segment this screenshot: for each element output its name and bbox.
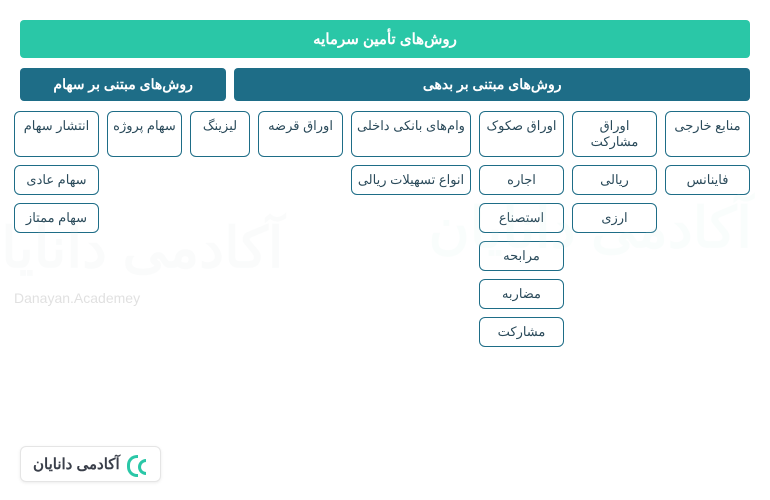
spacer	[258, 279, 343, 309]
leaf: مشارکت	[479, 317, 564, 347]
row-6: مشارکت	[20, 317, 750, 347]
spacer	[665, 279, 750, 309]
root-title: روش‌های تأمین سرمایه	[20, 20, 750, 58]
leaf: سهام عادی	[14, 165, 99, 195]
spacer	[572, 317, 657, 347]
leaf: انواع تسهیلات ریالی	[351, 165, 471, 195]
leaf: سهام پروژه	[107, 111, 182, 157]
spacer	[190, 165, 250, 195]
spacer	[14, 317, 99, 347]
leaf: استصناع	[479, 203, 564, 233]
row-4: مرابحه	[20, 241, 750, 271]
brand-logo-icon	[126, 453, 148, 475]
spacer	[190, 279, 250, 309]
category-row: روش‌های مبتنی بر بدهی روش‌های مبتنی بر س…	[20, 68, 750, 101]
brand-logo: آکادمی دانایان	[20, 446, 161, 482]
leaf: فاینانس	[665, 165, 750, 195]
leaf: اوراق مشارکت	[572, 111, 657, 157]
brand-logo-text: آکادمی دانایان	[33, 455, 120, 473]
spacer	[107, 279, 182, 309]
spacer	[665, 241, 750, 271]
leaf: ریالی	[572, 165, 657, 195]
row-5: مضاربه	[20, 279, 750, 309]
leaf: اجاره	[479, 165, 564, 195]
spacer	[107, 241, 182, 271]
category-debt: روش‌های مبتنی بر بدهی	[234, 68, 750, 101]
spacer	[258, 317, 343, 347]
spacer	[572, 241, 657, 271]
leaf: انتشار سهام	[14, 111, 99, 157]
spacer	[258, 241, 343, 271]
spacer	[190, 203, 250, 233]
leaf: اوراق قرضه	[258, 111, 343, 157]
spacer	[665, 203, 750, 233]
leaf: مرابحه	[479, 241, 564, 271]
leaf: اوراق صکوک	[479, 111, 564, 157]
spacer	[14, 241, 99, 271]
spacer	[107, 203, 182, 233]
tree-grid: منابع خارجی اوراق مشارکت اوراق صکوک وام‌…	[20, 111, 750, 347]
leaf: وام‌های بانکی داخلی	[351, 111, 471, 157]
leaf: ارزی	[572, 203, 657, 233]
spacer	[107, 317, 182, 347]
leaf: سهام ممتاز	[14, 203, 99, 233]
spacer	[351, 203, 471, 233]
spacer	[665, 317, 750, 347]
spacer	[258, 203, 343, 233]
leaf: لیزینگ	[190, 111, 250, 157]
leaf: مضاربه	[479, 279, 564, 309]
category-equity: روش‌های مبتنی بر سهام	[20, 68, 226, 101]
spacer	[351, 241, 471, 271]
spacer	[351, 317, 471, 347]
spacer	[190, 317, 250, 347]
row-3: ارزی استصناع سهام ممتاز	[20, 203, 750, 233]
spacer	[351, 279, 471, 309]
spacer	[107, 165, 182, 195]
spacer	[572, 279, 657, 309]
row-1: منابع خارجی اوراق مشارکت اوراق صکوک وام‌…	[20, 111, 750, 157]
spacer	[14, 279, 99, 309]
spacer	[258, 165, 343, 195]
leaf: منابع خارجی	[665, 111, 750, 157]
spacer	[190, 241, 250, 271]
row-2: فاینانس ریالی اجاره انواع تسهیلات ریالی …	[20, 165, 750, 195]
